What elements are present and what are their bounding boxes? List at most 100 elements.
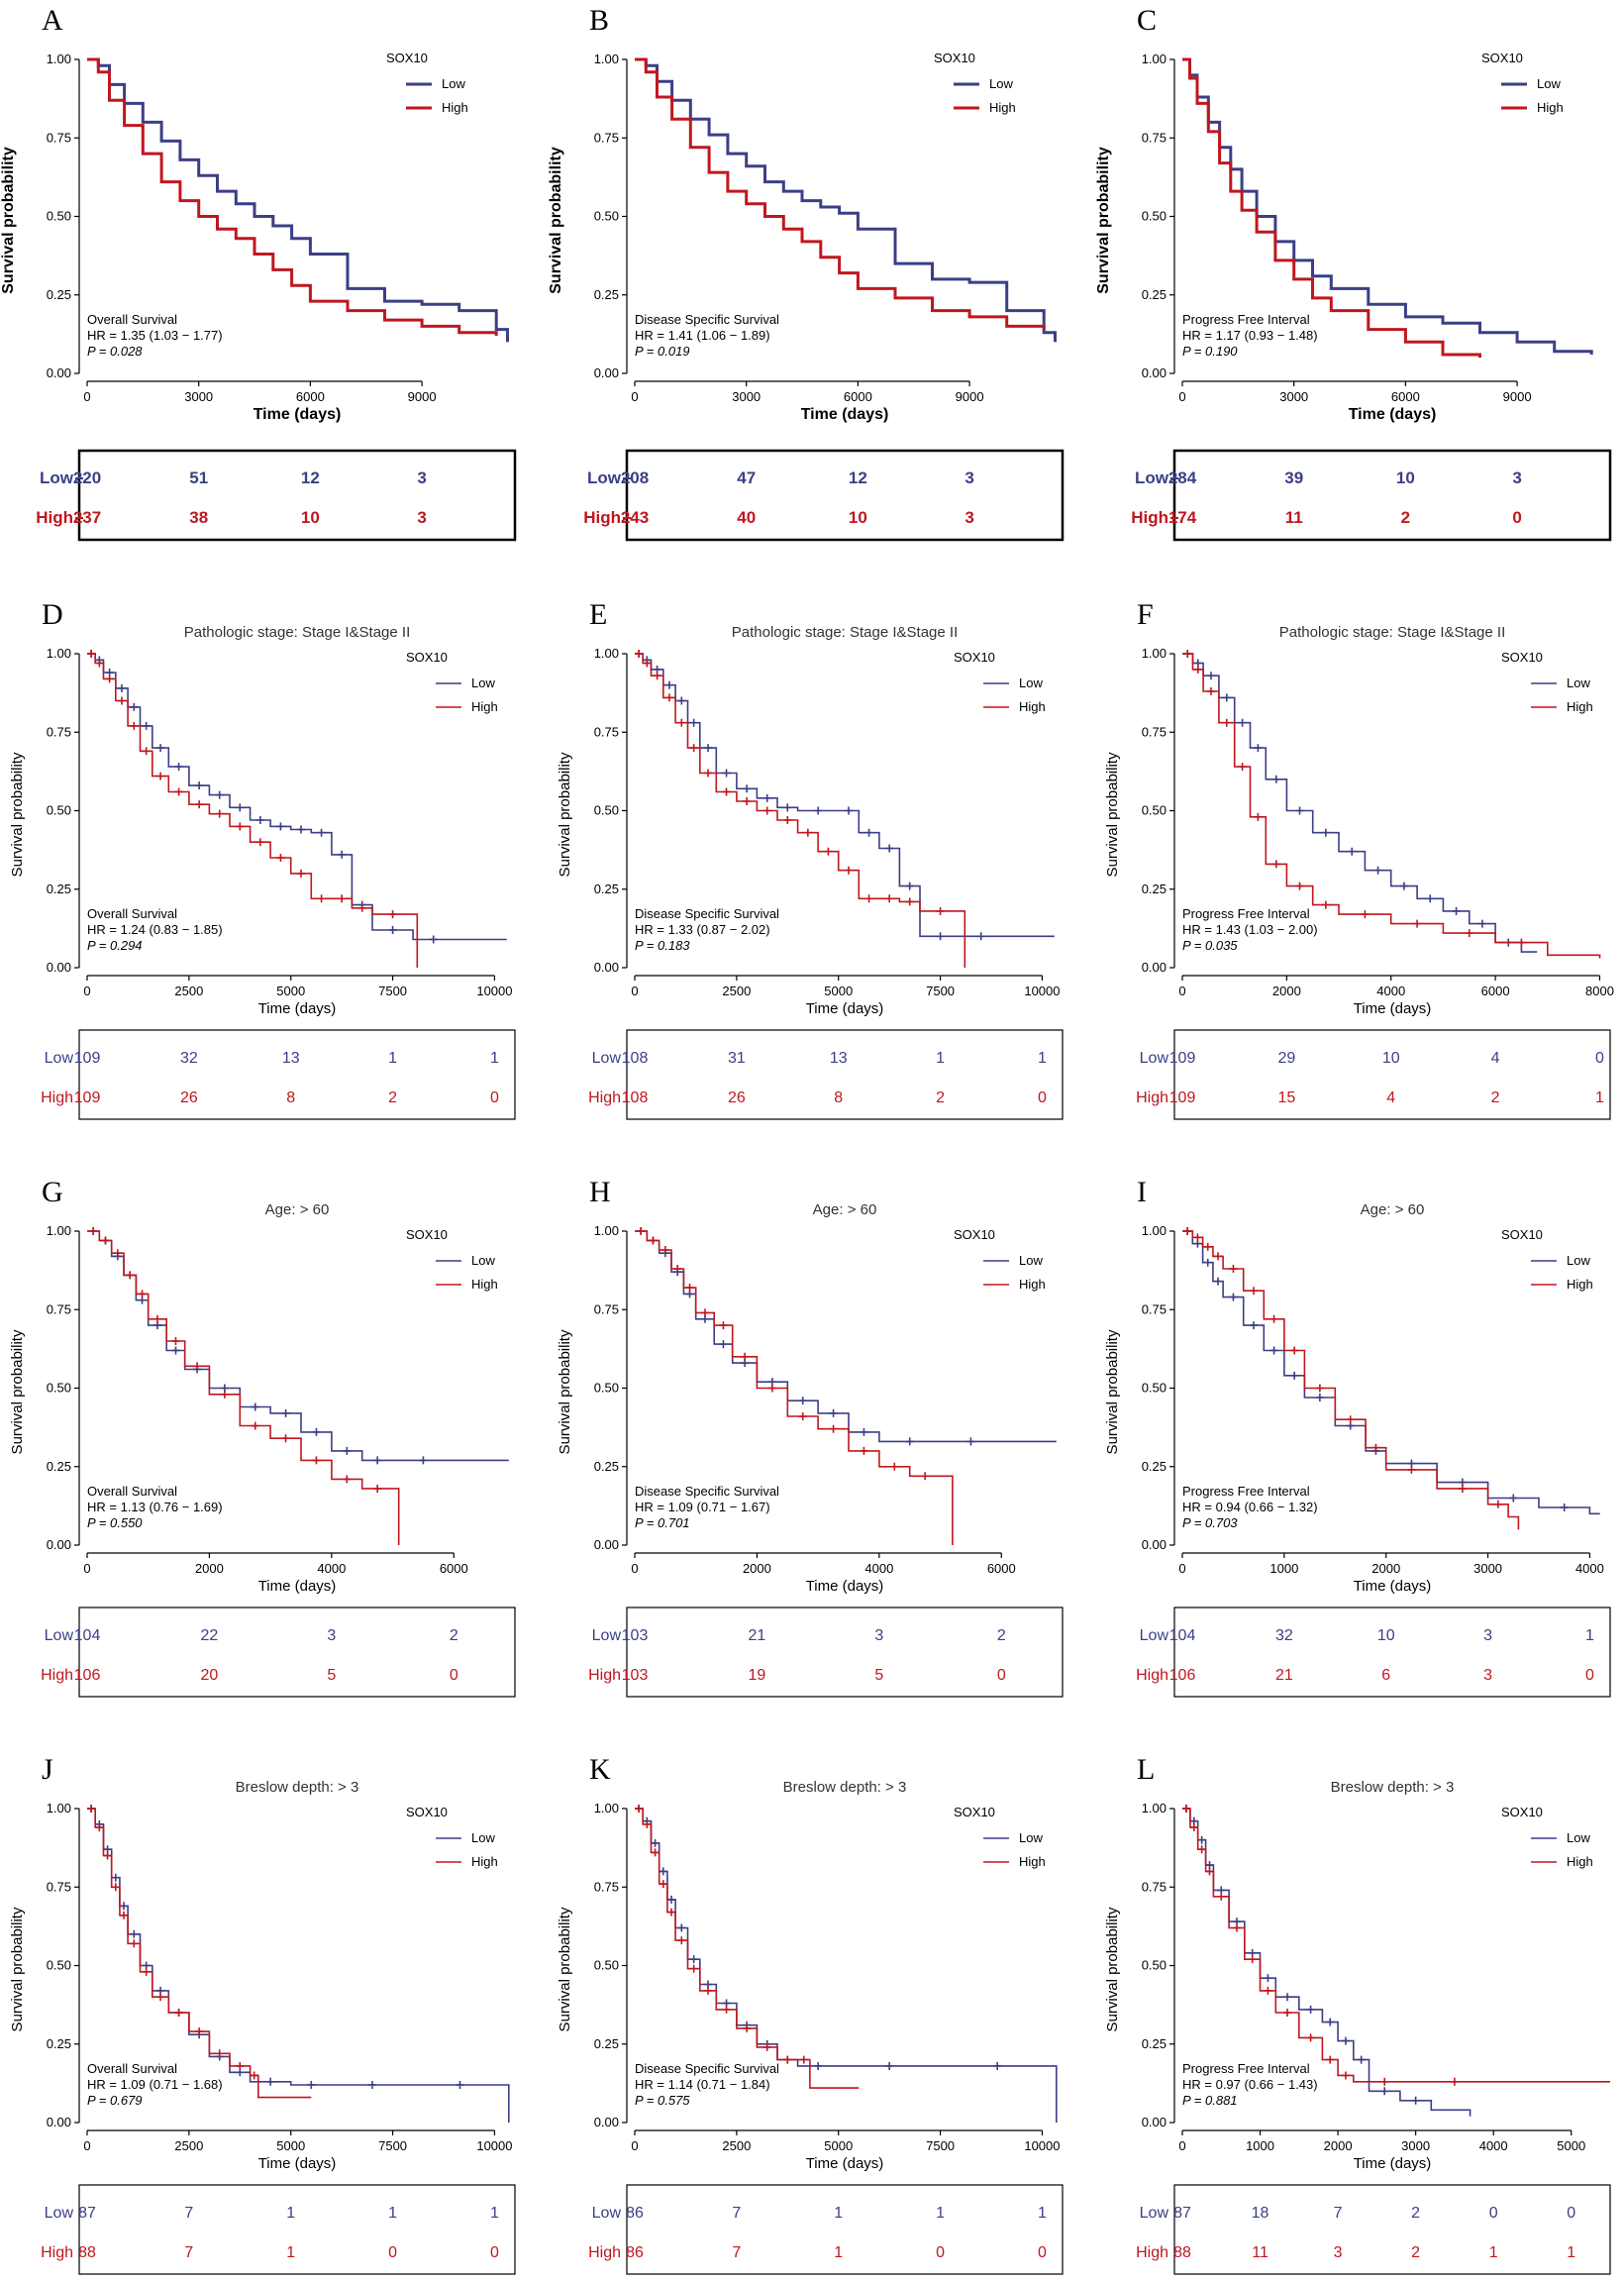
risk-row-label-high: High bbox=[583, 508, 621, 527]
censor-mark-high bbox=[130, 721, 139, 730]
censor-mark-low bbox=[281, 1408, 290, 1417]
risk-value-low: 39 bbox=[1284, 468, 1303, 487]
censor-mark-high bbox=[156, 772, 165, 780]
censor-mark-low bbox=[1250, 1321, 1258, 1330]
risk-value-high: 243 bbox=[621, 508, 649, 527]
risk-value-low: 109 bbox=[74, 1050, 101, 1067]
y-tick-label: 0.00 bbox=[1142, 1537, 1167, 1552]
y-tick-label: 0.00 bbox=[1142, 2115, 1167, 2129]
risk-row-label-high: High bbox=[1136, 1089, 1168, 1106]
censor-mark-low bbox=[156, 744, 165, 753]
risk-value-high: 26 bbox=[180, 1089, 198, 1106]
censor-mark-low bbox=[885, 844, 894, 853]
censor-mark-high bbox=[1181, 1805, 1190, 1813]
panel-f: F Pathologic stage: Stage I&Stage II 0.00 0… bbox=[1104, 598, 1614, 1120]
y-axis-title: Survival probability bbox=[9, 752, 26, 877]
censor-mark-high bbox=[651, 1848, 660, 1857]
censor-mark-high bbox=[936, 906, 945, 915]
risk-table-box bbox=[77, 449, 517, 542]
x-tick-label: 0 bbox=[631, 2138, 638, 2153]
y-tick-label: 0.50 bbox=[1142, 1381, 1167, 1396]
y-tick-label: 1.00 bbox=[594, 52, 619, 66]
x-axis-title: Time (days) bbox=[254, 406, 342, 423]
censor-mark-high bbox=[236, 2061, 245, 2070]
risk-value-low: 103 bbox=[622, 1627, 649, 1644]
y-tick-label: 1.00 bbox=[1142, 1223, 1167, 1238]
censor-mark-high bbox=[637, 1227, 646, 1235]
censor-mark-low bbox=[388, 925, 397, 934]
risk-value-high: 38 bbox=[189, 508, 208, 527]
y-tick-label: 0.75 bbox=[1142, 130, 1167, 145]
y-tick-label: 0.25 bbox=[594, 1459, 619, 1474]
censor-mark-low bbox=[1326, 2018, 1335, 2026]
panel-label: D bbox=[42, 598, 63, 631]
censor-mark-high bbox=[156, 1993, 165, 2002]
censor-mark-high bbox=[1407, 1465, 1416, 1474]
censor-mark-low bbox=[1426, 894, 1435, 903]
endpoint-label: Disease Specific Survival bbox=[635, 1484, 779, 1499]
endpoint-label: Progress Free Interval bbox=[1182, 312, 1310, 327]
risk-value-low: 1 bbox=[936, 2205, 945, 2222]
curve-low bbox=[635, 653, 1055, 938]
censor-mark-low bbox=[1229, 1293, 1238, 1301]
censor-mark-low bbox=[307, 2080, 316, 2089]
x-tick-label: 10000 bbox=[476, 984, 512, 998]
endpoint-label: Progress Free Interval bbox=[1182, 1484, 1310, 1499]
risk-value-low: 220 bbox=[73, 468, 101, 487]
x-axis-title: Time (days) bbox=[806, 1578, 884, 1595]
x-tick-label: 4000 bbox=[1479, 2138, 1508, 2153]
y-axis-title: Survival probability bbox=[557, 1907, 573, 2031]
curve-low bbox=[87, 653, 507, 941]
legend-label-high: High bbox=[442, 100, 468, 115]
censor-mark-high bbox=[338, 894, 347, 903]
censor-mark-high bbox=[885, 894, 894, 903]
censor-mark-high bbox=[1264, 1986, 1272, 1995]
risk-value-low: 1 bbox=[388, 2205, 397, 2222]
censor-mark-low bbox=[1197, 1835, 1206, 1844]
censor-mark-high bbox=[860, 1446, 868, 1455]
censor-mark-high bbox=[250, 2071, 258, 2080]
censor-mark-low bbox=[1214, 1277, 1222, 1286]
censor-mark-low bbox=[1560, 1503, 1569, 1511]
legend-title: SOX10 bbox=[1501, 1805, 1543, 1819]
risk-value-low: 3 bbox=[1483, 1627, 1492, 1644]
risk-row-label-low: Low bbox=[592, 1627, 622, 1644]
panel-i: I Age: > 60 0.00 0.25 0.50 0.75 1.00 0 1000 2000 3… bbox=[1104, 1176, 1611, 1698]
x-tick-label: 0 bbox=[1178, 984, 1185, 998]
censor-mark-low bbox=[174, 763, 183, 772]
censor-mark-low bbox=[860, 1427, 868, 1436]
risk-value-high: 2 bbox=[1401, 508, 1410, 527]
risk-value-high: 86 bbox=[626, 2244, 644, 2261]
censor-mark-high bbox=[103, 1851, 112, 1860]
censor-mark-low bbox=[297, 825, 305, 834]
censor-mark-high bbox=[890, 1462, 899, 1471]
y-tick-label: 1.00 bbox=[47, 1801, 71, 1815]
y-tick-label: 0.75 bbox=[47, 1301, 71, 1316]
censor-mark-low bbox=[905, 1437, 914, 1446]
censor-mark-high bbox=[111, 1883, 120, 1892]
censor-mark-high bbox=[193, 1362, 202, 1371]
censor-mark-high bbox=[152, 1314, 161, 1323]
x-tick-label: 4000 bbox=[1575, 1561, 1604, 1576]
censor-mark-high bbox=[1283, 2009, 1292, 2018]
curve-low bbox=[1182, 1230, 1600, 1515]
panel-title: Age: > 60 bbox=[813, 1201, 877, 1218]
censor-mark-high bbox=[1197, 1845, 1206, 1854]
endpoint-label: Overall Survival bbox=[87, 312, 177, 327]
panel-l: L Breslow depth: > 3 0.00 0.25 0.50 0.75 1.00 0… bbox=[1104, 1753, 1611, 2275]
risk-value-low: 3 bbox=[1512, 468, 1521, 487]
censor-mark-low bbox=[1254, 744, 1263, 753]
y-tick-label: 0.00 bbox=[47, 960, 71, 975]
risk-value-high: 15 bbox=[1277, 1089, 1295, 1106]
legend-label-high: High bbox=[989, 100, 1016, 115]
censor-mark-low bbox=[373, 1456, 382, 1465]
risk-value-low: 3 bbox=[417, 468, 426, 487]
legend-label-low: Low bbox=[471, 1830, 495, 1845]
censor-mark-low bbox=[195, 781, 204, 790]
censor-mark-high bbox=[1380, 2077, 1389, 2086]
hazard-ratio: HR = 0.97 (0.66 − 1.43) bbox=[1182, 2077, 1318, 2092]
censor-mark-low bbox=[317, 828, 326, 837]
curve-high bbox=[1182, 1808, 1610, 2083]
censor-mark-low bbox=[255, 816, 264, 825]
